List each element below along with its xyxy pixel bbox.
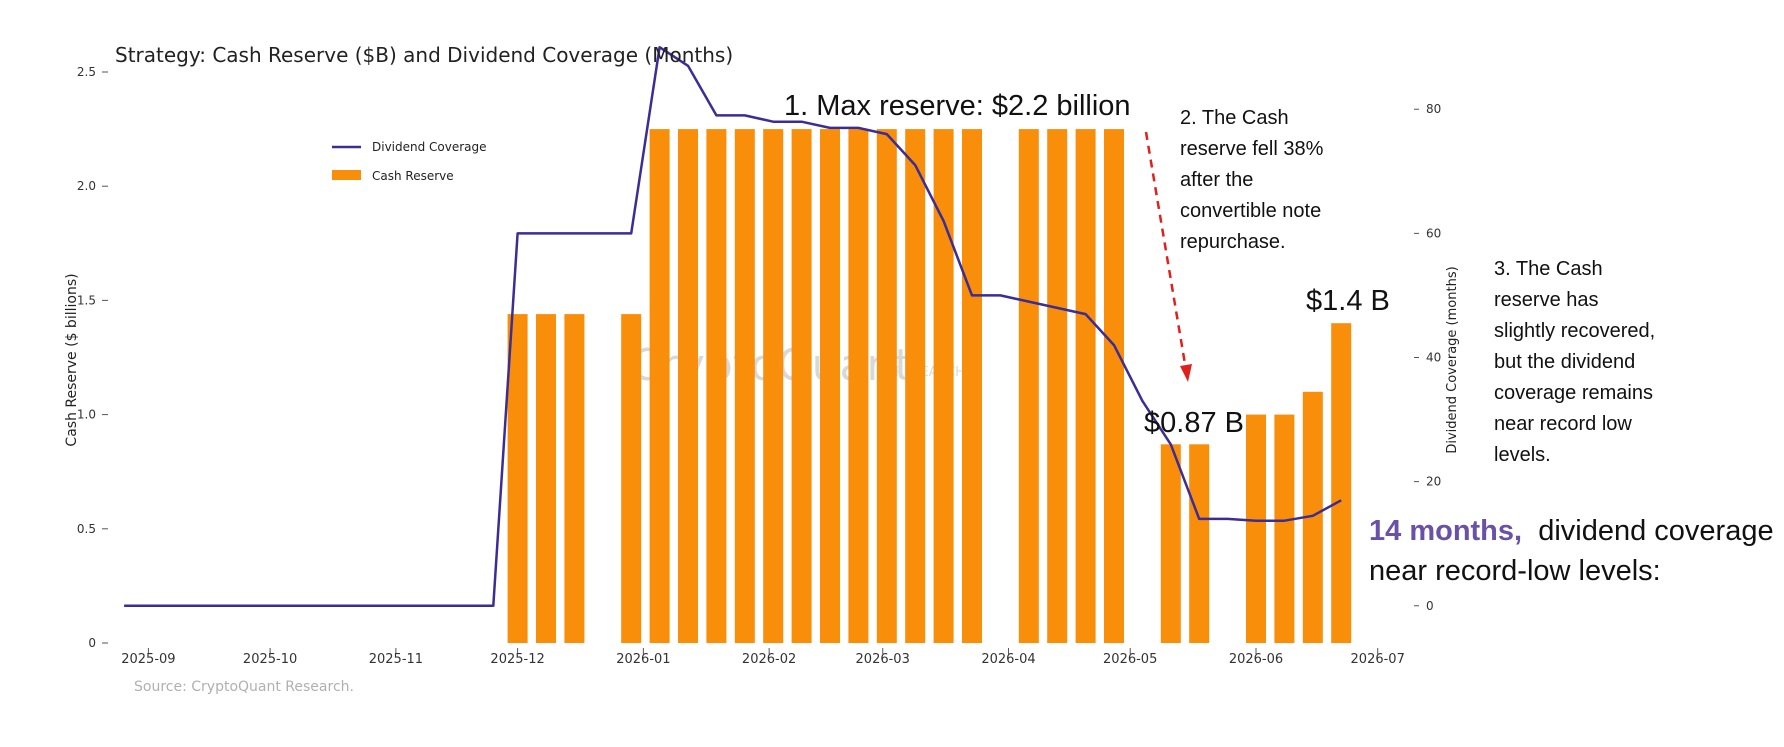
bar-series-cash-reserve [507,129,1352,644]
label-low-reserve: $0.87 B [1144,407,1244,439]
source-note: Source: CryptoQuant Research. [134,679,354,695]
bar-cash-reserve-2026-02-23 [848,129,869,644]
x-tick-label-2026-02: 2026-02 [742,652,796,667]
x-tick-label-2025-10: 2025-10 [243,652,297,667]
bar-cash-reserve-2026-01-19 [706,129,727,644]
y2-tick-label-0: 0 [1426,599,1434,613]
annotation-recovered-note: 3. The Cash reserve has slightly recover… [1494,258,1661,466]
annotation-arrow [1144,131,1192,382]
bar-cash-reserve-2026-05-18 [1189,444,1210,643]
y-tick-label-0: 0 [88,636,96,650]
annotation-max-reserve: 1. Max reserve: $2.2 billion [784,90,1131,122]
x-tick-label-2026-05: 2026-05 [1103,652,1157,667]
bar-cash-reserve-2025-12-08 [536,314,556,643]
bar-cash-reserve-2026-04-20 [1075,129,1096,644]
y2-tick-label-80: 80 [1426,102,1441,116]
y2-axis-label: Dividend Coverage (months) [1445,266,1460,453]
bar-cash-reserve-2026-04-06 [1018,129,1039,644]
bar-cash-reserve-2026-01-26 [734,129,755,644]
x-tick-label-2026-01: 2026-01 [616,652,670,667]
y-axis-label: Cash Reserve ($ billions) [64,273,80,446]
y-tick-label-0.5: 0.5 [77,522,96,536]
x-tick-label-2026-06: 2026-06 [1229,652,1283,667]
bar-cash-reserve-2026-01-12 [678,129,698,644]
legend: Dividend Coverage Cash Reserve [332,140,487,183]
x-axis: 2025-09 2025-10 2025-11 2025-12 2026-01 2026-… [121,648,1405,667]
chart-title: Strategy: Cash Reserve ($B) and Dividend… [115,43,733,67]
annotation-coverage-line2: near record-low levels: [1369,555,1661,587]
x-tick-label-2025-12: 2025-12 [490,652,544,667]
line-series-dividend-coverage [124,45,1342,608]
bar-cash-reserve-2025-12-29 [621,314,642,643]
bar-cash-reserve-2026-03-23 [962,129,982,644]
bar-cash-reserve-2026-04-27 [1104,129,1124,644]
y2-tick-label-60: 60 [1426,226,1441,240]
y2-tick-label-40: 40 [1426,351,1441,365]
y-axis-right: 0 20 40 60 80 [1414,102,1441,613]
bar-cash-reserve-2026-03-02 [876,129,897,644]
y-axis-left: 0 0.5 1.0 1.5 2.0 2.5 [77,65,108,650]
line-dividend-coverage [124,45,1342,608]
bar-cash-reserve-2026-03-16 [933,129,954,644]
annotation-coverage-bold: 14 months, [1369,515,1522,547]
bar-cash-reserve-2026-04-13 [1047,129,1068,644]
bar-cash-reserve-2026-03-09 [905,129,926,644]
label-recent-reserve: $1.4 B [1306,285,1390,317]
bar-cash-reserve-2026-06-22 [1331,323,1352,643]
x-tick-label-2025-11: 2025-11 [369,652,423,667]
y-tick-label-2.5: 2.5 [77,65,96,79]
legend-bar-swatch [332,170,361,180]
bar-cash-reserve-2026-05-11 [1160,444,1181,643]
x-tick-label-2025-09: 2025-09 [121,652,175,667]
bar-cash-reserve-2026-02-09 [791,129,812,644]
annotation-fell-note: 2. The Cash reserve fell 38% after the c… [1180,107,1329,253]
bar-cash-reserve-2026-06-01 [1246,414,1266,643]
annotation-coverage: 14 months, dividend coverage [1369,515,1774,547]
y2-tick-label-20: 20 [1426,475,1441,489]
bar-cash-reserve-2026-02-02 [763,129,784,644]
y-tick-label-1.0: 1.0 [77,408,96,422]
bar-cash-reserve-2026-06-15 [1302,391,1323,643]
bar-cash-reserve-2026-06-08 [1274,414,1295,643]
legend-entry-cash-reserve: Cash Reserve [372,169,454,183]
x-tick-label-2026-04: 2026-04 [981,652,1035,667]
annotation-coverage-rest: dividend coverage [1530,515,1773,547]
bar-cash-reserve-2026-02-16 [820,129,840,644]
y-tick-label-2.0: 2.0 [77,179,96,193]
bar-cash-reserve-2026-01-05 [649,129,670,644]
x-tick-label-2026-07: 2026-07 [1351,652,1405,667]
legend-entry-dividend-coverage: Dividend Coverage [372,140,487,154]
x-tick-label-2026-03: 2026-03 [856,652,910,667]
bar-cash-reserve-2025-12-15 [564,314,585,643]
bar-cash-reserve-2025-12-01 [507,314,528,643]
y-tick-label-1.5: 1.5 [77,293,96,307]
